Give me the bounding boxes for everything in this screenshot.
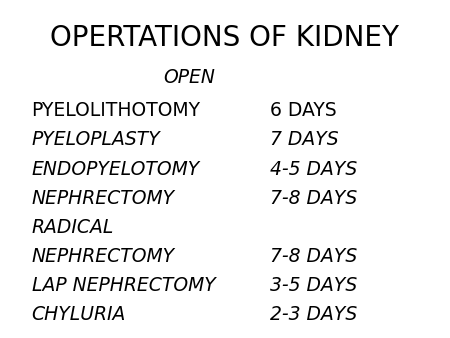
Text: 3-5 DAYS: 3-5 DAYS bbox=[270, 276, 357, 295]
Text: 2-3 DAYS: 2-3 DAYS bbox=[270, 305, 357, 324]
Text: PYELOPLASTY: PYELOPLASTY bbox=[32, 130, 160, 149]
Text: 6 DAYS: 6 DAYS bbox=[270, 101, 337, 120]
Text: 4-5 DAYS: 4-5 DAYS bbox=[270, 160, 357, 178]
Text: RADICAL: RADICAL bbox=[32, 218, 114, 237]
Text: NEPHRECTOMY: NEPHRECTOMY bbox=[32, 247, 175, 266]
Text: LAP NEPHRECTOMY: LAP NEPHRECTOMY bbox=[32, 276, 215, 295]
Text: ENDOPYELOTOMY: ENDOPYELOTOMY bbox=[32, 160, 200, 178]
Text: NEPHRECTOMY: NEPHRECTOMY bbox=[32, 189, 175, 208]
Text: 7 DAYS: 7 DAYS bbox=[270, 130, 338, 149]
Text: 7-8 DAYS: 7-8 DAYS bbox=[270, 247, 357, 266]
Text: PYELOLITHOTOMY: PYELOLITHOTOMY bbox=[32, 101, 201, 120]
Text: OPERTATIONS OF KIDNEY: OPERTATIONS OF KIDNEY bbox=[50, 24, 400, 52]
Text: CHYLURIA: CHYLURIA bbox=[32, 305, 126, 324]
Text: OPEN: OPEN bbox=[163, 68, 215, 87]
Text: 7-8 DAYS: 7-8 DAYS bbox=[270, 189, 357, 208]
